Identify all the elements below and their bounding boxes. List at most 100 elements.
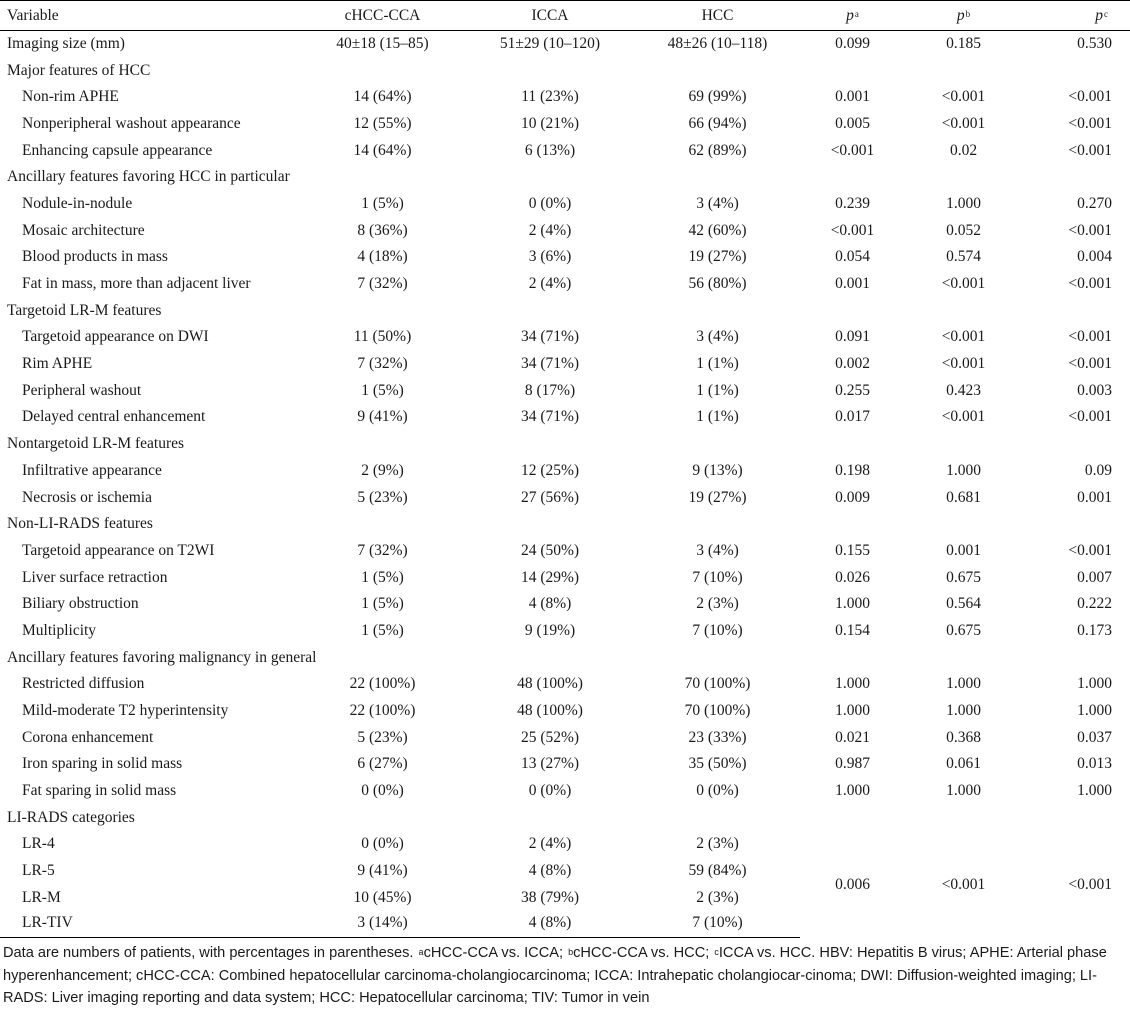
header-icca: ICCA <box>465 0 635 31</box>
cell-p-a: 0.021 <box>835 728 870 746</box>
cell-chcc-cca: 7 (32%) <box>357 355 408 373</box>
cell-chcc-cca: 2 (9%) <box>361 461 404 479</box>
cell-chcc-cca: 5 (23%) <box>357 728 408 746</box>
cell-hcc <box>635 164 800 191</box>
cell-p-b: 0.02 <box>949 141 978 159</box>
row-label: Peripheral washout <box>22 381 142 399</box>
cell-p-a: 0.001 <box>835 275 870 293</box>
section-header-row: Nontargetoid LR-M features <box>0 431 1130 458</box>
cell-p-c: 1.000 <box>1077 675 1112 693</box>
section-header-row: LI-RADS categories <box>0 804 1130 831</box>
footnote-text-a: cHCC-CCA vs. ICCA; <box>423 945 568 962</box>
cell-chcc-cca <box>300 511 465 538</box>
cell-p-b: 1.000 <box>946 702 981 720</box>
table-row: Blood products in mass 4 (18%) 3 (6%) 19 (2… <box>0 244 1130 271</box>
row-label: Targetoid appearance on T2WI <box>22 541 215 559</box>
cell-p-a: 0.026 <box>835 568 870 586</box>
cell-icca: 48 (100%) <box>517 675 583 693</box>
table-row: Fat in mass, more than adjacent liver 7 (… <box>0 271 1130 298</box>
row-label: LR-5 <box>22 862 55 880</box>
cell-chcc-cca: 1 (5%) <box>361 568 404 586</box>
row-label: Rim APHE <box>22 355 93 373</box>
row-label: Non-LI-RADS features <box>7 515 153 533</box>
cell-icca: 38 (79%) <box>520 888 580 906</box>
cell-icca: 34 (71%) <box>520 355 580 373</box>
cell-icca: 2 (4%) <box>528 835 572 853</box>
cell-icca: 51±29 (10–120) <box>499 35 601 53</box>
cell-hcc: 70 (100%) <box>684 675 751 693</box>
cell-p-b: <0.001 <box>941 328 986 346</box>
cell-p-b <box>905 297 1022 324</box>
cell-chcc-cca: 11 (50%) <box>353 328 412 346</box>
cell-chcc-cca: 4 (18%) <box>357 248 408 266</box>
cell-p-b: <0.001 <box>941 355 986 373</box>
cell-p-b: <0.001 <box>941 275 986 293</box>
cell-p-a <box>800 57 905 84</box>
cell-p-a: 0.987 <box>835 755 870 773</box>
cell-icca: 10 (21%) <box>520 114 580 132</box>
cell-icca: 4 (8%) <box>528 862 572 880</box>
cell-p-b: 0.368 <box>946 728 981 746</box>
table-row: Targetoid appearance on T2WI 7 (32%) 24 (5… <box>0 538 1130 565</box>
cell-p-c: 0.037 <box>1077 728 1112 746</box>
section-header-row: Major features of HCC <box>0 57 1130 84</box>
cell-hcc: 23 (33%) <box>688 728 747 746</box>
cell-p-c: 0.173 <box>1077 621 1112 639</box>
header-p-a: pa <box>800 0 905 31</box>
row-label: Non-rim APHE <box>22 88 119 106</box>
cell-icca <box>465 297 635 324</box>
cell-p-b <box>905 57 1022 84</box>
cell-hcc: 69 (99%) <box>688 88 747 106</box>
cell-p-c: <0.001 <box>1068 114 1112 132</box>
cell-icca: 34 (71%) <box>520 408 580 426</box>
cell-p-a: 0.099 <box>835 35 870 53</box>
cell-icca: 0 (0%) <box>528 194 572 212</box>
cell-p-a <box>800 431 905 458</box>
footnote-sup-c: c <box>714 947 719 958</box>
table-row: Liver surface retraction 1 (5%) 14 (29%) 7 … <box>0 564 1130 591</box>
row-label: Nonperipheral washout appearance <box>22 114 241 132</box>
table-row: Non-rim APHE 14 (64%) 11 (23%) 69 (99%) 0.00… <box>0 84 1130 111</box>
row-label: Multiplicity <box>22 621 97 639</box>
cell-hcc: 1 (1%) <box>696 381 739 399</box>
cell-p-a: 0.054 <box>835 248 870 266</box>
cell-icca: 8 (17%) <box>524 381 576 399</box>
table-body: Imaging size (mm) 40±18 (15–85) 51±29 (10–… <box>0 31 1130 939</box>
cell-p-c: 0.013 <box>1077 755 1112 773</box>
table-row: Necrosis or ischemia 5 (23%) 27 (56%) 19 (2… <box>0 484 1130 511</box>
row-label: LR-TIV <box>0 911 300 939</box>
cell-p-c: 1.000 <box>1077 782 1112 800</box>
cell-hcc: 56 (80%) <box>688 275 747 293</box>
cell-p-a <box>800 297 905 324</box>
cell-chcc-cca: 1 (5%) <box>361 595 404 613</box>
header-row: Variable cHCC-CCA ICCA HCC pa pb pc <box>0 0 1130 31</box>
cell-chcc-cca: 0 (0%) <box>361 835 404 853</box>
cell-p-b: <0.001 <box>941 114 986 132</box>
cell-chcc-cca <box>300 164 465 191</box>
cell-p-a: 0.005 <box>835 114 870 132</box>
row-label: Nontargetoid LR-M features <box>7 435 185 453</box>
cell-icca <box>465 644 635 671</box>
cell-p-b: 0.423 <box>946 381 981 399</box>
row-label: Targetoid appearance on DWI <box>22 328 209 346</box>
cell-hcc: 1 (1%) <box>696 408 739 426</box>
features-table: Variable cHCC-CCA ICCA HCC pa pb pc Imag… <box>0 0 1130 939</box>
table-row: Peripheral washout 1 (5%) 8 (17%) 1 (1%) 0.2… <box>0 377 1130 404</box>
footnote-sup-b: b <box>568 947 574 958</box>
row-label: LR-4 <box>22 835 55 853</box>
table-row: Targetoid appearance on DWI 11 (50%) 34 (7… <box>0 324 1130 351</box>
cell-hcc <box>635 431 800 458</box>
cell-p-c: 0.530 <box>1077 35 1112 53</box>
cell-icca <box>465 511 635 538</box>
cell-chcc-cca: 3 (14%) <box>300 911 465 939</box>
section-header-row: Targetoid LR-M features <box>0 297 1130 324</box>
cell-hcc: 1 (1%) <box>696 355 739 373</box>
p-sup-a: a <box>854 8 859 19</box>
cell-p-c: 0.09 <box>1084 461 1112 479</box>
cell-hcc: 66 (94%) <box>688 114 747 132</box>
cell-p-b-lirads: <0.001 <box>941 875 986 893</box>
cell-hcc: 0 (0%) <box>696 782 739 800</box>
table-row: Nonperipheral washout appearance 12 (55%)… <box>0 111 1130 138</box>
cell-hcc: 3 (4%) <box>696 328 739 346</box>
row-label: Delayed central enhancement <box>22 408 206 426</box>
